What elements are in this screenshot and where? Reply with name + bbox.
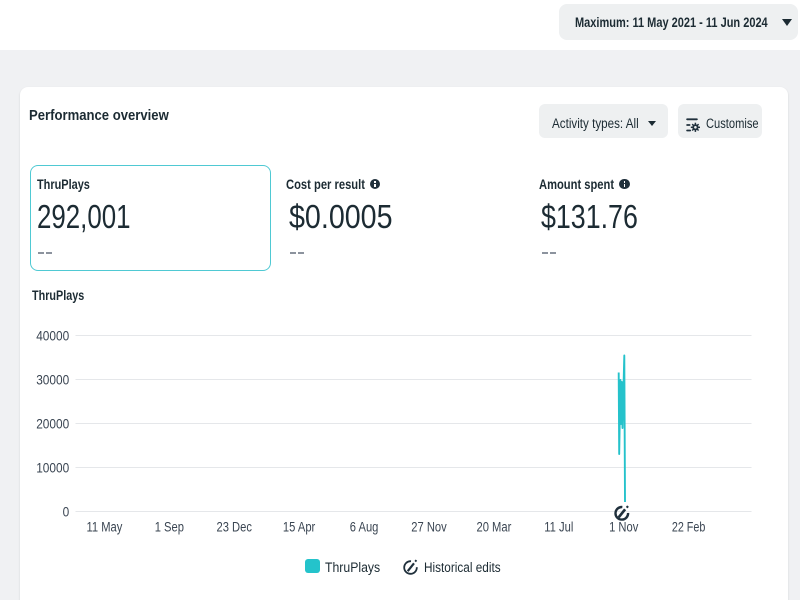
svg-text:0: 0 <box>62 503 69 519</box>
svg-text:20 Mar: 20 Mar <box>476 519 511 534</box>
svg-text:11 May: 11 May <box>86 519 122 534</box>
svg-text:11 Jul: 11 Jul <box>544 519 573 534</box>
svg-text:23 Dec: 23 Dec <box>216 519 251 534</box>
svg-text:40000: 40000 <box>36 327 69 343</box>
svg-text:20000: 20000 <box>36 415 69 431</box>
svg-text:15 Apr: 15 Apr <box>282 519 314 534</box>
svg-text:10000: 10000 <box>36 459 69 475</box>
svg-text:30000: 30000 <box>36 371 69 387</box>
svg-text:1 Nov: 1 Nov <box>609 519 639 534</box>
svg-text:22 Feb: 22 Feb <box>671 519 705 535</box>
svg-text:1 Sep: 1 Sep <box>154 519 183 534</box>
svg-text:6 Aug: 6 Aug <box>349 519 378 534</box>
svg-text:27 Nov: 27 Nov <box>411 519 447 534</box>
